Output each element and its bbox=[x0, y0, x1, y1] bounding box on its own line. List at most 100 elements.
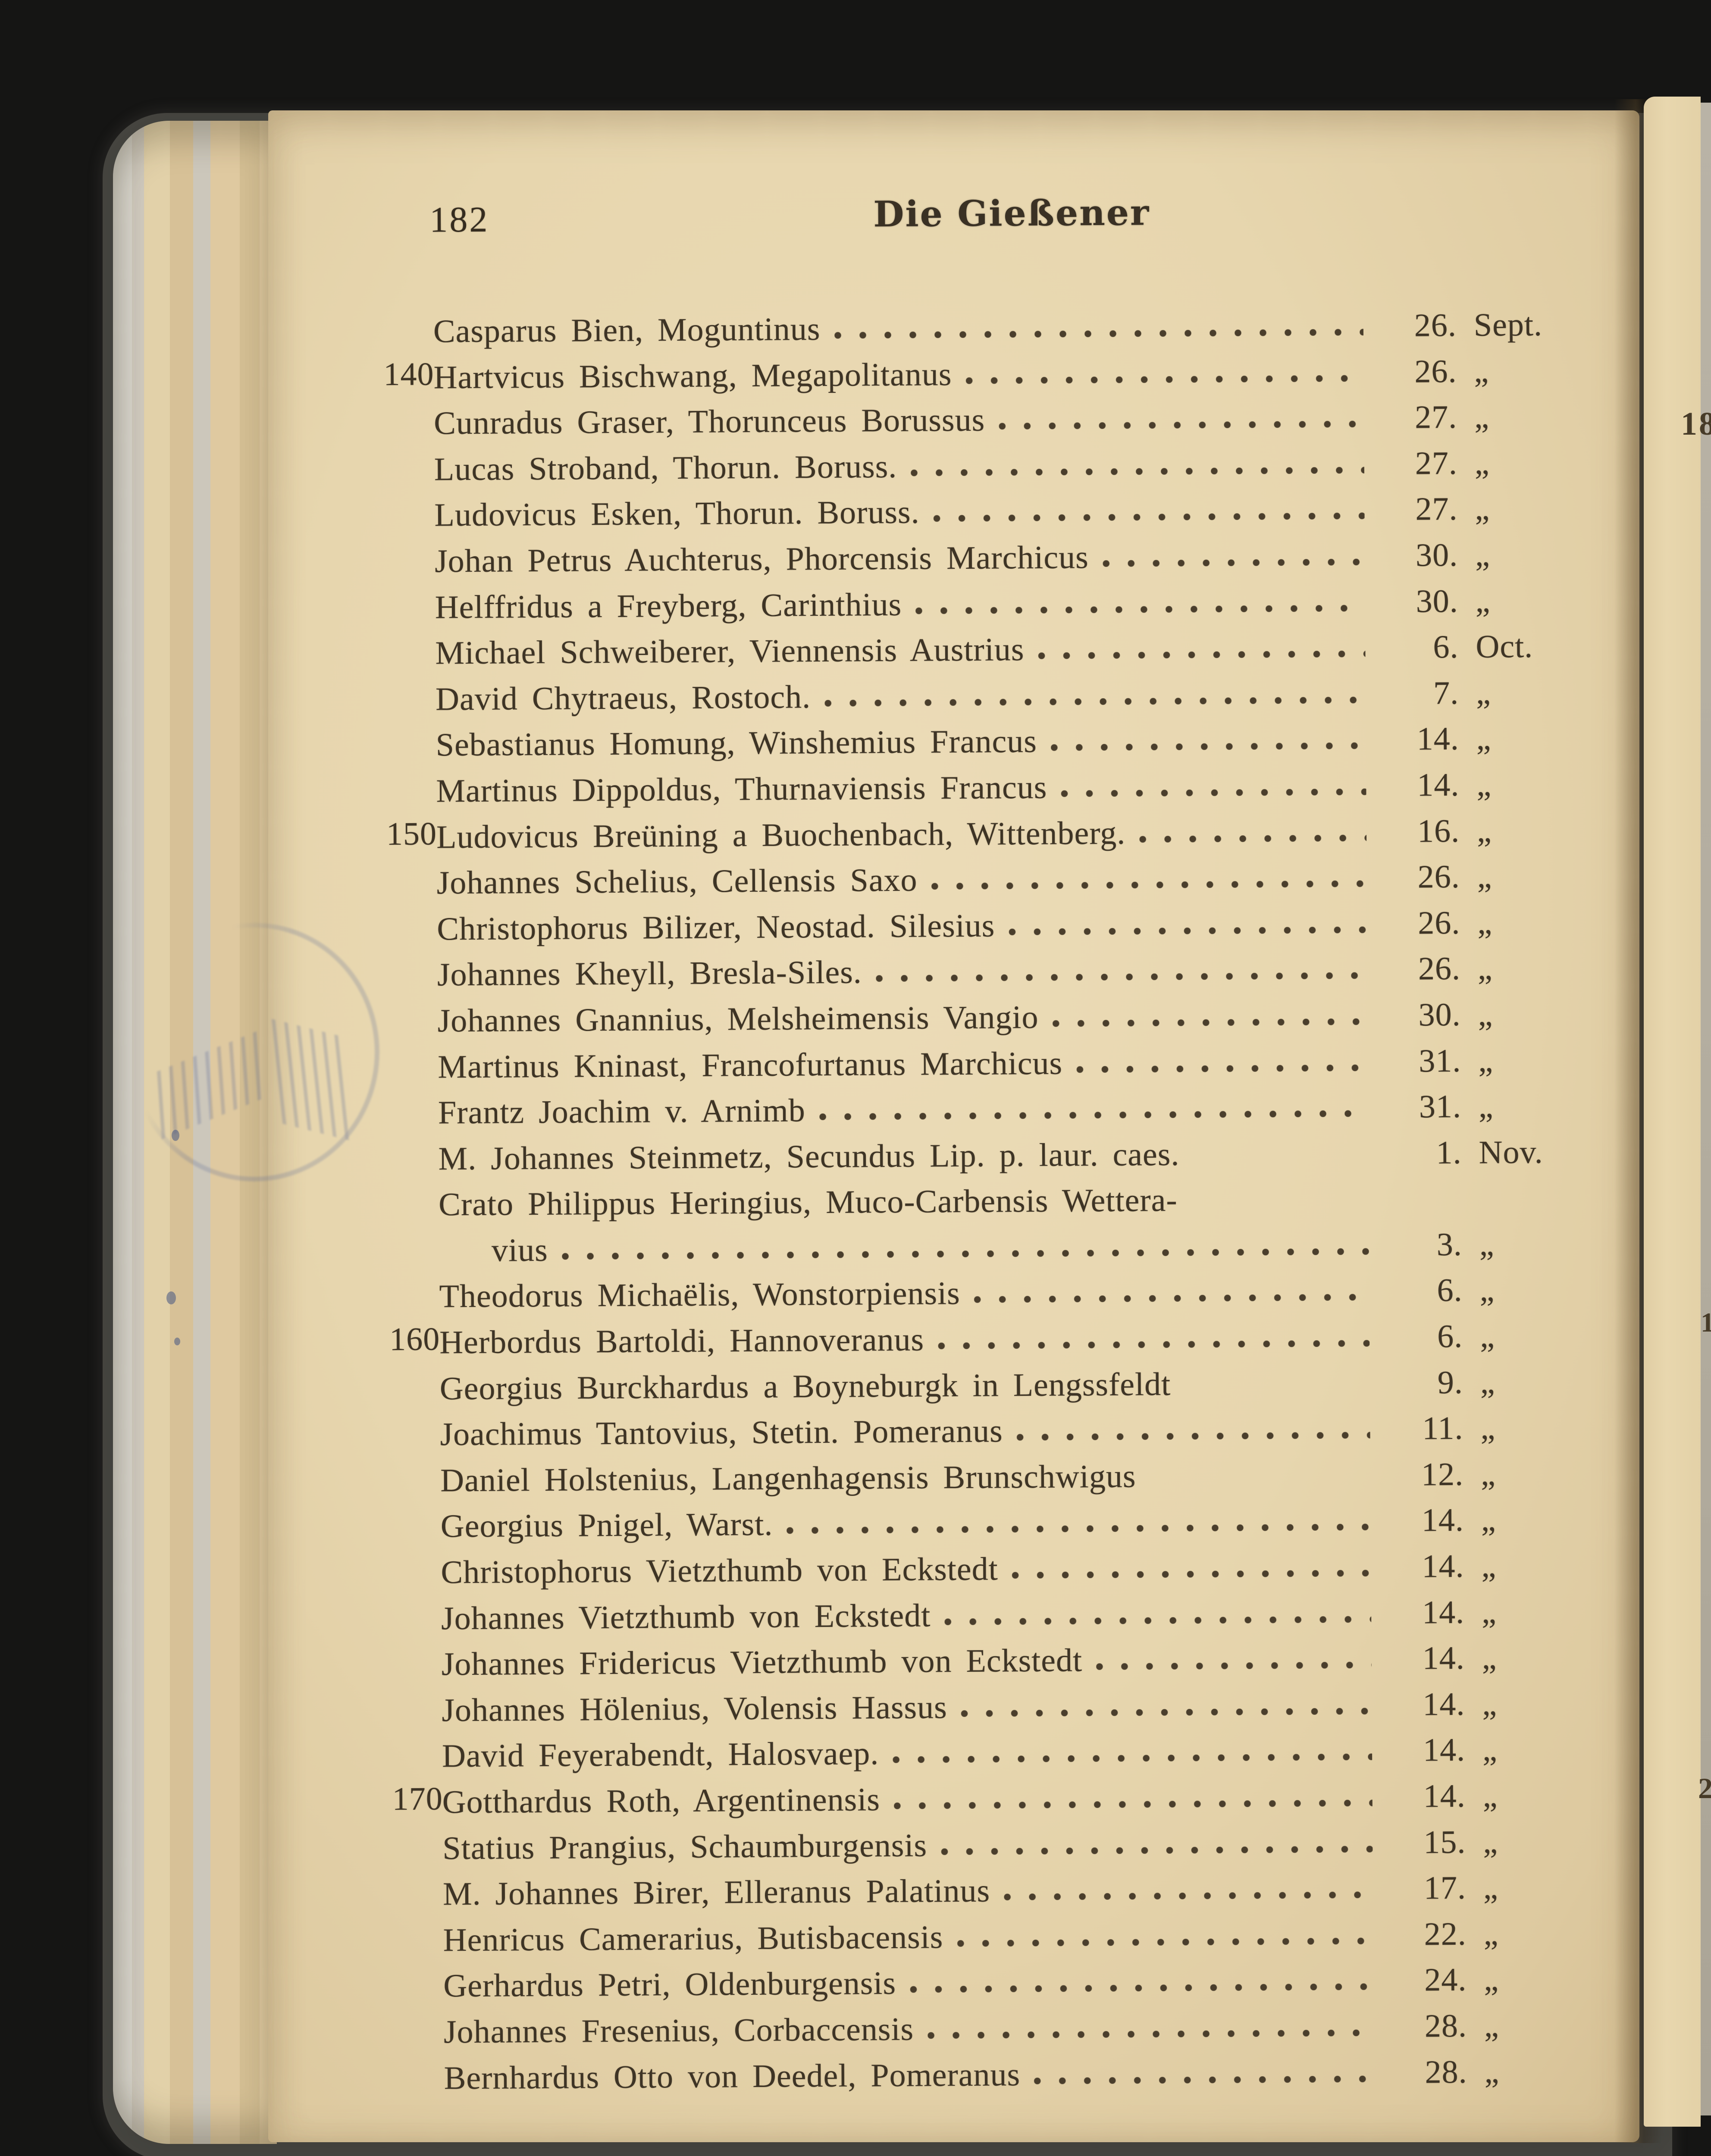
entry-number: 160 bbox=[389, 1316, 440, 1363]
entry-number bbox=[389, 1224, 437, 1225]
register-entry: Theodorus Michaëlis, Wonstorpiensis 6. „ bbox=[439, 1263, 1589, 1316]
register-entry: Johannes Schelius, Cellensis Saxo 26. „ bbox=[436, 849, 1586, 903]
dot-leader bbox=[1102, 529, 1365, 568]
register-entry: Daniel Holstenius, Langenhagensis Brunsc… bbox=[440, 1447, 1590, 1500]
register-entry: Johan Petrus Auchterus, Phorcensis March… bbox=[435, 528, 1584, 581]
book-page: 182 Die Gießener Casparus Bien, Moguntin… bbox=[268, 110, 1639, 2142]
ink-speck bbox=[166, 1291, 176, 1304]
entry-day: 30. bbox=[1374, 992, 1461, 1038]
entry-month: „ bbox=[1466, 1864, 1592, 1911]
entry-month: „ bbox=[1464, 1542, 1590, 1589]
entry-name: Ludovicus Breüning a Buochenbach, Witten… bbox=[436, 810, 1126, 860]
entry-name: Georgius Pnigel, Warst. bbox=[441, 1501, 773, 1549]
entry-day: 27. bbox=[1371, 440, 1458, 487]
entry-day: 27. bbox=[1371, 394, 1457, 441]
page-number: 182 bbox=[429, 199, 489, 241]
entry-day: 26. bbox=[1370, 348, 1457, 395]
entry-name: Casparus Bien, Moguntinus bbox=[433, 306, 821, 354]
dot-leader bbox=[998, 391, 1364, 431]
entry-month: „ bbox=[1467, 2048, 1593, 2095]
entry-month: „ bbox=[1467, 1956, 1593, 2002]
entry-day: 14. bbox=[1373, 716, 1459, 762]
dot-leader bbox=[1076, 1034, 1368, 1074]
register-entry: Michael Schweiberer, Viennensis Austrius… bbox=[435, 620, 1585, 673]
entry-day: 24. bbox=[1380, 1957, 1467, 2003]
dot-leader bbox=[1150, 1448, 1370, 1487]
entry-name: Johannes Hölenius, Volensis Hassus bbox=[442, 1684, 947, 1733]
register-entry: Crato Philippus Heringius, Muco-Carbensi… bbox=[439, 1171, 1588, 1224]
entry-day: 12. bbox=[1377, 1451, 1464, 1498]
entry-name: Frantz Joachim v. Arnimb bbox=[438, 1087, 805, 1136]
entry-month: „ bbox=[1459, 669, 1585, 716]
register-entry: Martinus Kninast, Francofurtanus Marchic… bbox=[438, 1034, 1587, 1087]
dot-leader bbox=[931, 851, 1367, 891]
entry-month: Nov. bbox=[1461, 1129, 1588, 1175]
register-entry: Joachimus Tantovius, Stetin. Pomeranus 1… bbox=[440, 1401, 1589, 1454]
register-entry: 150 Ludovicus Breüning a Buochenbach, Wi… bbox=[386, 804, 1586, 860]
entry-name: Johannes Fresenius, Corbaccensis bbox=[444, 2006, 914, 2055]
running-title: Die Gießener bbox=[873, 192, 1150, 235]
entry-month: „ bbox=[1458, 577, 1584, 624]
entry-name: Helffridus a Freyberg, Carinthius bbox=[435, 581, 902, 630]
entry-month: „ bbox=[1460, 807, 1586, 854]
register-entry: Georgius Burckhardus a Boyneburgk in Len… bbox=[440, 1355, 1589, 1408]
dot-leader bbox=[834, 299, 1364, 340]
register-entry: 160 Herbordus Bartoldi, Hannoveranus 6. … bbox=[389, 1309, 1589, 1362]
entry-day: 6. bbox=[1376, 1313, 1463, 1360]
entry-month: „ bbox=[1457, 439, 1584, 486]
entry-name: Johannes Gnannius, Melsheimensis Vangio bbox=[437, 994, 1038, 1044]
dot-leader bbox=[1038, 621, 1366, 661]
entry-month: „ bbox=[1458, 531, 1584, 578]
entry-name: Theodorus Michaëlis, Wonstorpiensis bbox=[439, 1271, 960, 1320]
dot-leader bbox=[561, 1219, 1369, 1261]
entry-number bbox=[388, 1040, 436, 1041]
entry-day: 14. bbox=[1379, 1681, 1465, 1728]
facing-page-fragment-mid: 1 bbox=[1701, 1307, 1711, 1338]
entry-month: „ bbox=[1465, 1680, 1591, 1727]
entry-number: 150 bbox=[386, 811, 437, 857]
register-entry: M. Johannes Steinmetz, Secundus Lip. p. … bbox=[438, 1125, 1588, 1178]
entry-name: Ludovicus Esken, Thorun. Boruss. bbox=[434, 489, 920, 538]
entry-name: Gotthardus Roth, Argentinensis bbox=[442, 1777, 880, 1825]
dot-leader bbox=[965, 345, 1364, 385]
entry-day: 31. bbox=[1375, 1037, 1461, 1084]
dot-leader bbox=[956, 1908, 1373, 1948]
register-entry: 170 Gotthardus Roth, Argentinensis 14. „ bbox=[392, 1769, 1592, 1825]
dot-leader bbox=[1193, 1127, 1369, 1165]
dot-leader bbox=[909, 1954, 1374, 1994]
entry-day: 14. bbox=[1378, 1589, 1465, 1636]
dot-leader bbox=[933, 483, 1365, 523]
entry-month: „ bbox=[1457, 486, 1584, 532]
dot-leader bbox=[1016, 1402, 1370, 1442]
register-entry: Johannes Kheyll, Bresla-Siles. 26. „ bbox=[437, 941, 1587, 994]
register-entry: M. Johannes Birer, Elleranus Palatinus 1… bbox=[443, 1861, 1592, 1914]
entry-month: „ bbox=[1464, 1589, 1591, 1635]
entry-month: „ bbox=[1463, 1451, 1590, 1497]
entry-name: Johan Petrus Auchterus, Phorcensis March… bbox=[435, 534, 1089, 584]
stamp-mark-icon bbox=[271, 1018, 354, 1142]
entry-name: Martinus Kninast, Francofurtanus Marchic… bbox=[438, 1040, 1062, 1090]
entry-number bbox=[389, 1270, 437, 1271]
entry-name: Johannes Vietzthumb von Eckstedt bbox=[441, 1592, 931, 1642]
stamp-ring-icon bbox=[129, 923, 379, 1181]
dot-leader bbox=[1012, 1540, 1371, 1580]
entry-name: Statius Prangius, Schaumburgensis bbox=[442, 1822, 927, 1871]
entry-name: Daniel Holstenius, Langenhagensis Brunsc… bbox=[440, 1453, 1136, 1503]
entry-month: „ bbox=[1466, 1910, 1592, 1957]
dot-leader bbox=[1139, 805, 1367, 844]
entry-day: 9. bbox=[1377, 1360, 1463, 1406]
entry-day: 14. bbox=[1378, 1635, 1465, 1682]
entry-day: 14. bbox=[1373, 762, 1460, 808]
register-entry: Sebastianus Homung, Winshemius Francus 1… bbox=[436, 712, 1585, 765]
entry-name: Cunradus Graser, Thorunceus Borussus bbox=[434, 397, 985, 446]
entry-day: 16. bbox=[1373, 808, 1460, 854]
entry-day: 30. bbox=[1372, 578, 1459, 625]
register-entry: Gerhardus Petri, Oldenburgensis 24. „ bbox=[443, 1952, 1593, 2006]
entry-name: David Feyerabendt, Halosvaep. bbox=[442, 1731, 879, 1780]
entry-month: „ bbox=[1460, 853, 1586, 899]
entry-number bbox=[388, 1132, 436, 1133]
register-entry: Christophorus Vietzthumb von Eckstedt 14… bbox=[441, 1539, 1590, 1592]
page-edge-strip bbox=[1701, 103, 1711, 2115]
register-entry: 140 Hartvicus Bischwang, Megapolitanus 2… bbox=[383, 344, 1583, 397]
